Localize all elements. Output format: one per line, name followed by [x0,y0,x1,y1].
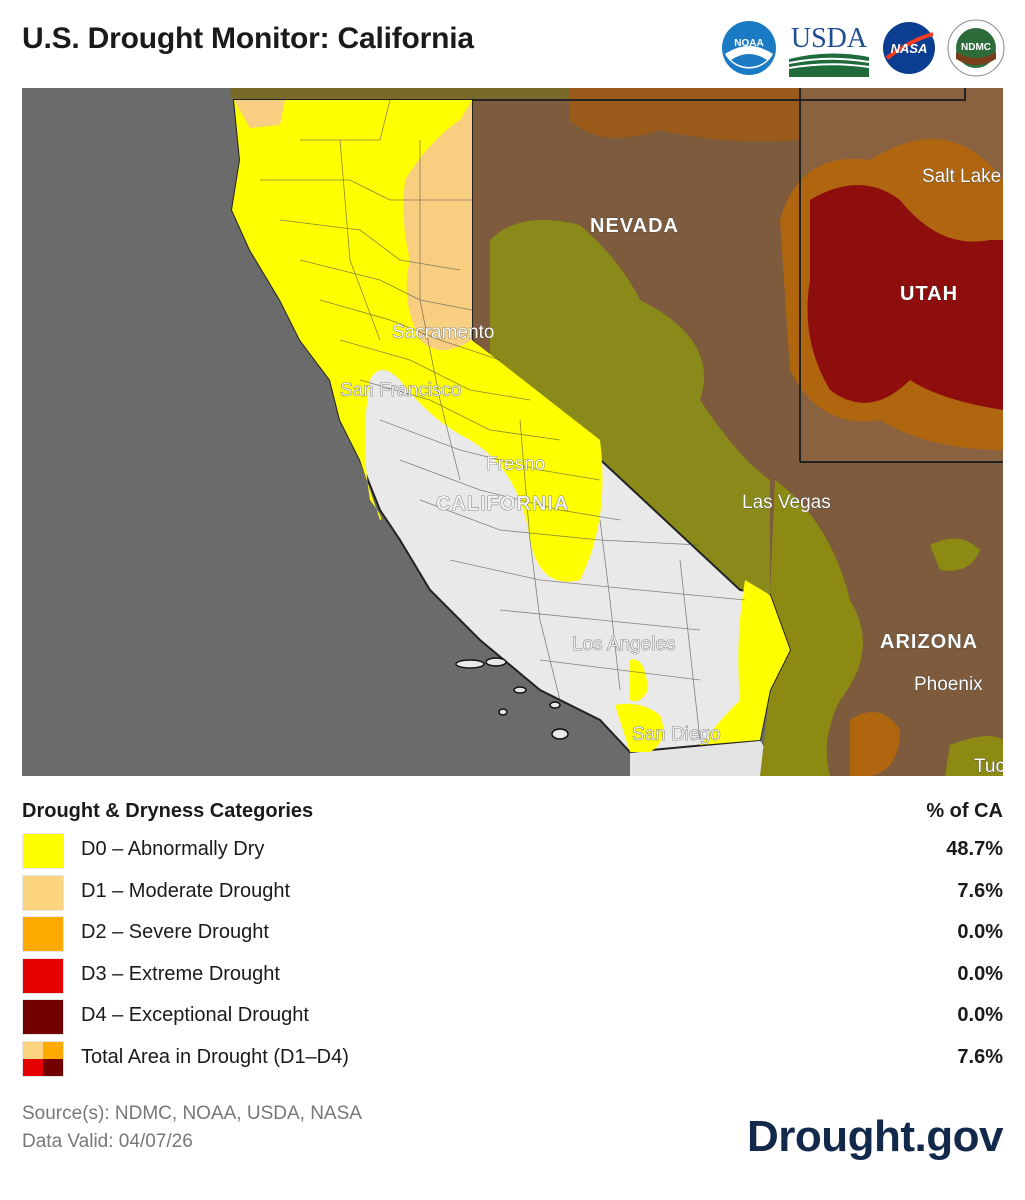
usda-logo: USDA [788,23,870,77]
nasa-logo-text: NASA [891,41,928,56]
swatch-d1 [22,874,64,911]
footer-sources: Source(s): NDMC, NOAA, USDA, NASA Data V… [22,1100,362,1156]
legend-pct-d4: 0.0% [957,1004,1003,1027]
swatch-d0 [22,833,64,869]
legend-pct-d1: 7.6% [957,879,1003,902]
label-san-diego: San Diego [632,724,721,745]
legend-row-d2: D2 – Severe Drought 0.0% [22,913,1003,955]
ca-d0-north [232,100,603,582]
arizona-d2-spot [850,712,900,776]
label-sacramento: Sacramento [392,322,494,343]
swatch-total-cell-d1 [23,1041,43,1059]
label-phoenix: Phoenix [914,674,983,695]
arizona-d0-area [760,480,863,776]
legend-label-d3: D3 – Extreme Drought [81,962,280,985]
utah-d3-area [807,185,1003,410]
nevada-d0-area [490,220,770,595]
ndmc-logo: NDMC [947,19,1005,77]
source-text: Source(s): NDMC, NOAA, USDA, NASA [22,1103,362,1124]
label-utah: UTAH [900,283,958,305]
usda-logo-text: USDA [791,23,868,54]
nevada-north-d2 [570,88,800,142]
swatch-d2 [22,916,64,953]
nasa-logo: NASA [883,22,935,74]
swatch-total-cell-d3 [23,1058,43,1076]
legend-pct-d2: 0.0% [957,921,1003,944]
legend-pct-d3: 0.0% [957,962,1003,985]
drought-gov-brand[interactable]: Drought.gov [746,1112,1004,1161]
label-salt-lake: Salt Lake [922,166,1001,187]
ndmc-logo-text: NDMC [961,42,991,53]
legend-pct-d0: 48.7% [946,838,1003,860]
legend-row-d3: D3 – Extreme Drought 0.0% [22,955,1003,997]
legend-header: Drought & Dryness Categories % of CA [22,800,1003,830]
legend-label-d4: D4 – Exceptional Drought [81,1004,309,1027]
label-tucson: Tuc [974,756,1003,776]
label-las-vegas: Las Vegas [742,492,831,513]
label-san-francisco: San Francisco [340,380,461,401]
legend-label-d1: D1 – Moderate Drought [81,879,291,902]
legend-row-d1: D1 – Moderate Drought 7.6% [22,872,1003,914]
county-lines [260,99,746,741]
label-nevada: NEVADA [590,215,679,237]
data-valid-text: Data Valid: 04/07/26 [22,1131,193,1152]
legend-label-total: Total Area in Drought (D1–D4) [81,1045,349,1068]
arizona-d0-spot [930,538,980,571]
legend: Drought & Dryness Categories % of CA D0 … [22,800,1003,1080]
legend-row-d4: D4 – Exceptional Drought 0.0% [22,996,1003,1038]
label-arizona: ARIZONA [880,631,978,653]
page-title: U.S. Drought Monitor: California [22,22,474,55]
ca-d0-la [630,659,648,702]
or-border [472,88,966,101]
legend-label-d0: D0 – Abnormally Dry [81,838,265,860]
legend-pct-total: 7.6% [957,1045,1003,1068]
drought-map: NEVADA UTAH ARIZONA CALIFORNIA Salt Lake… [22,88,1003,776]
drought-map-svg: NEVADA UTAH ARIZONA CALIFORNIA Salt Lake… [22,88,1003,776]
arizona-d0-se [945,736,1003,776]
swatch-d4 [22,999,64,1036]
label-california: CALIFORNIA [436,493,569,515]
swatch-total-drought [22,1040,64,1077]
legend-label-d2: D2 – Severe Drought [81,921,269,944]
ca-d1-nw [234,100,285,128]
swatch-total-cell-d4 [43,1058,63,1076]
header: U.S. Drought Monitor: California NOAA US… [0,0,1025,88]
noaa-logo-text: NOAA [734,38,763,49]
swatch-total-cell-d2 [43,1041,63,1059]
ca-d0-san-diego [615,703,664,752]
channel-islands [455,657,569,740]
legend-percent-header: % of CA [926,800,1003,822]
swatch-d3 [22,957,64,994]
legend-row-total: Total Area in Drought (D1–D4) 7.6% [22,1038,1003,1080]
legend-title: Drought & Dryness Categories [22,800,314,822]
label-los-angeles: Los Angeles [572,634,676,655]
legend-row-d0: D0 – Abnormally Dry 48.7% [22,830,1003,872]
label-fresno: Fresno [486,454,545,475]
ca-d0-southeast [700,580,790,745]
partner-logos: NOAA USDA NASA NDMC [721,14,1005,82]
noaa-logo: NOAA [722,21,776,75]
ca-d1-area [403,100,472,350]
